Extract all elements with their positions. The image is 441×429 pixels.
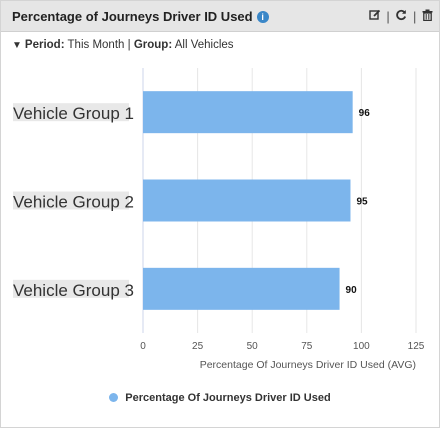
bar[interactable]: [143, 179, 351, 222]
x-tick-label: 125: [408, 341, 425, 352]
category-label: Vehicle Group 2: [13, 193, 134, 212]
category-label-highlight: [13, 191, 129, 210]
widget-header: Percentage of Journeys Driver ID Used i |…: [1, 1, 439, 32]
widget-title: Percentage of Journeys Driver ID Used i: [12, 9, 269, 24]
bar[interactable]: [143, 267, 340, 310]
period-label: Period:: [24, 39, 65, 51]
period-value: This Month: [67, 39, 125, 51]
group-value: All Vehicles: [174, 39, 234, 51]
x-tick-label: 50: [247, 341, 259, 352]
chart-legend: Percentage Of Journeys Driver ID Used: [1, 392, 439, 404]
data-label: 95: [356, 197, 368, 208]
x-tick-label: 100: [353, 341, 370, 352]
legend-label[interactable]: Percentage Of Journeys Driver ID Used: [125, 392, 331, 404]
tool-separator: |: [412, 9, 417, 25]
category-label-highlight: [13, 279, 129, 298]
trash-icon[interactable]: [422, 9, 433, 24]
data-label: 90: [346, 285, 358, 296]
tool-separator: |: [386, 9, 390, 25]
category-label-highlight: [13, 103, 129, 122]
category-label: Vehicle Group 1: [13, 104, 134, 123]
legend-marker[interactable]: [109, 393, 119, 402]
refresh-icon[interactable]: [395, 9, 407, 24]
x-tick-label: 0: [140, 341, 146, 352]
x-tick-label: 75: [301, 341, 313, 352]
category-label: Vehicle Group 3: [13, 281, 134, 300]
filter-icon: ▼: [12, 40, 22, 51]
x-tick-label: 25: [192, 341, 204, 352]
edit-icon[interactable]: [369, 9, 381, 24]
x-axis-title: Percentage Of Journeys Driver ID Used (A…: [200, 359, 416, 371]
group-label: Group:: [133, 39, 173, 51]
bar[interactable]: [143, 91, 353, 134]
data-label: 96: [359, 108, 371, 119]
bar-chart: 0 25 50 75 100 125 Vehicle Group 1 96 Vehicle Gr…: [13, 68, 425, 371]
filter-separator: |: [127, 39, 131, 51]
widget-title-text: Percentage of Journeys Driver ID Used: [12, 9, 253, 24]
info-icon[interactable]: i: [256, 11, 269, 23]
widget-tools: | |: [369, 8, 433, 24]
filter-summary: ▼ Period: This Month | Group: All Vehicle…: [12, 39, 234, 51]
